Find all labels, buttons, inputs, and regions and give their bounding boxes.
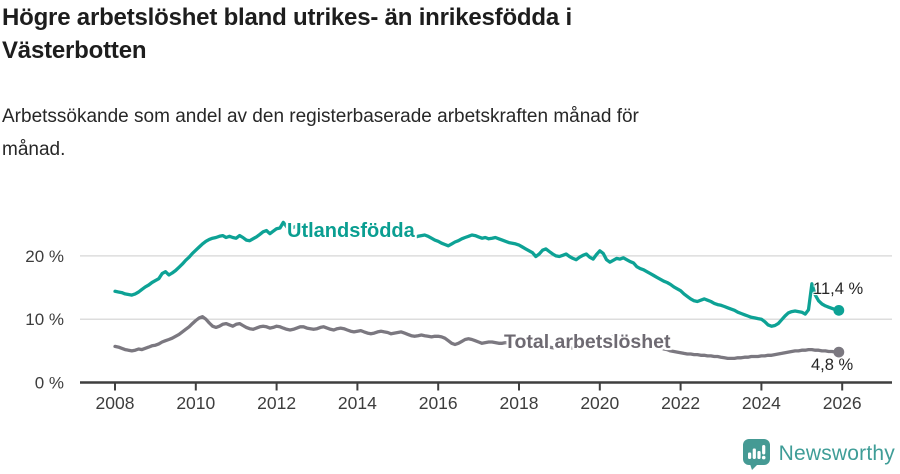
series-label-total-arbetsloshet: Total arbetslöshet <box>504 331 671 353</box>
x-tick-label: 2014 <box>338 393 377 413</box>
x-tick-label: 2012 <box>257 393 296 413</box>
chart-subtitle-line2: månad. <box>2 139 66 160</box>
page-title-line1: Högre arbetslöshet bland utrikes- än inr… <box>2 4 572 31</box>
x-tick-label: 2020 <box>580 393 619 413</box>
x-tick-label: 2024 <box>742 393 781 413</box>
x-tick-label: 2008 <box>96 393 135 413</box>
end-value-label-total-arbetsloshet: 4,8 % <box>811 356 854 374</box>
x-tick-label: 2026 <box>823 393 862 413</box>
y-tick-label: 0 % <box>35 374 64 393</box>
newsworthy-logo: Newsworthy <box>742 437 895 471</box>
series-line-total-arbetsloshet <box>113 315 841 361</box>
chart-subtitle: Arbetssökande som andel av den registerb… <box>2 100 882 166</box>
y-tick-label: 10 % <box>25 310 64 329</box>
page-title-line2: Västerbotten <box>2 37 147 64</box>
y-tick-label: 20 % <box>25 247 64 266</box>
series-end-dot-total-arbetsloshet <box>833 346 845 358</box>
bar-chart-speech-bubble-icon <box>742 439 770 470</box>
series-line-utlandsfodda <box>113 220 841 328</box>
x-tick-label: 2016 <box>419 393 458 413</box>
brand-name: Newsworthy <box>778 442 895 465</box>
x-tick-label: 2010 <box>176 393 215 413</box>
chart-subtitle-line1: Arbetssökande som andel av den registerb… <box>2 106 639 127</box>
series-label-utlandsfodda: Utlandsfödda <box>287 220 415 242</box>
page-title: Högre arbetslöshet bland utrikes- än inr… <box>2 1 882 67</box>
x-tick-label: 2022 <box>661 393 700 413</box>
series-end-dot-utlandsfodda <box>833 304 845 316</box>
end-value-label-utlandsfodda: 11,4 % <box>813 280 864 298</box>
x-tick-label: 2018 <box>500 393 539 413</box>
